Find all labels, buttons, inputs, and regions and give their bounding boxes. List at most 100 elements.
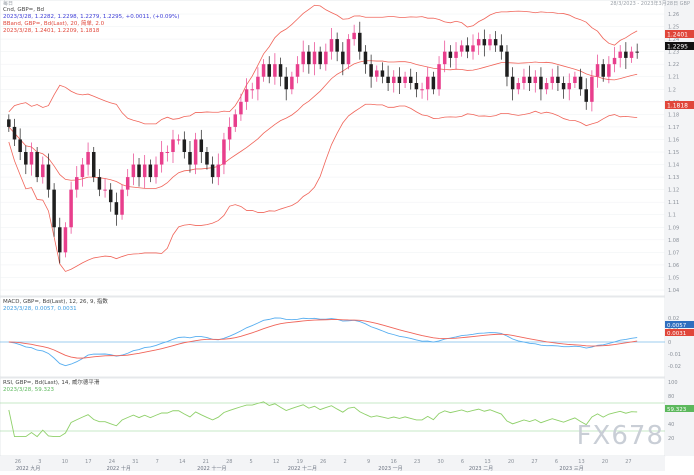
price-tick-label: 1.26	[668, 12, 679, 18]
candle-body	[573, 76, 577, 83]
bollinger-bands	[8, 4, 638, 272]
candle-body	[544, 83, 549, 90]
candle-body	[159, 152, 164, 165]
date-tick-label: 13	[484, 459, 490, 465]
candle-body	[227, 126, 232, 140]
candle-body	[46, 164, 51, 190]
candle-body	[358, 32, 362, 52]
macd-signal-tag-bg	[665, 329, 694, 336]
candle-body	[561, 83, 566, 90]
candle-body	[233, 114, 238, 127]
candle-body	[471, 45, 475, 52]
candle-body	[618, 51, 622, 58]
candle-body	[408, 76, 413, 83]
candle-body	[295, 64, 300, 77]
month-label: 2023 二月	[469, 466, 493, 471]
candle-body	[476, 39, 481, 46]
candle-body	[80, 164, 85, 178]
candle-body	[420, 89, 424, 91]
month-label: 2022 十二月	[288, 465, 317, 471]
date-axis-strip	[0, 456, 665, 471]
macd-values: 2023/3/28, 0.0057, 0.0031	[3, 306, 77, 312]
month-label: 2022 九月	[16, 465, 40, 471]
candle-body	[18, 139, 22, 152]
candle-body	[352, 32, 356, 40]
price-axis-ticks: 1.261.251.241.231.221.211.21.191.181.171…	[668, 12, 679, 294]
middle-band-line	[8, 60, 638, 189]
date-tick-label: 14	[179, 459, 185, 465]
price-tick-label: 1.16	[668, 137, 679, 143]
date-tick-label: 6	[461, 459, 464, 465]
candle-body	[267, 64, 271, 77]
candle-body	[205, 152, 209, 165]
candle-body	[29, 152, 34, 165]
macd-tick-label: -0.02	[668, 364, 681, 370]
candle-body	[7, 119, 11, 127]
price-tick-label: 1.15	[668, 150, 679, 156]
candle-body	[533, 76, 538, 83]
lower-band-tag-bg	[665, 101, 694, 109]
price-tick-label: 1.23	[668, 50, 679, 56]
rsi-line: 10080604020	[0, 380, 678, 442]
candle-body	[601, 64, 605, 77]
candle-body	[516, 83, 521, 90]
price-tick-label: 1.09	[668, 225, 679, 231]
price-tick-label: 1.12	[668, 188, 679, 194]
macd-panel-frame	[0, 296, 666, 378]
date-tick-label: 16	[390, 459, 396, 465]
date-tick-label: 23	[414, 459, 420, 465]
candle-body	[216, 164, 221, 178]
date-tick-label: 3	[38, 459, 41, 465]
candle-body	[595, 64, 600, 77]
candle-body	[171, 139, 175, 152]
candle-body	[341, 51, 345, 65]
candle-body	[369, 64, 373, 77]
candle-body	[41, 164, 45, 178]
candle-body	[103, 189, 107, 191]
price-tick-label: 1.08	[668, 238, 679, 244]
date-tick-label: 10	[62, 459, 68, 465]
lower-band-line	[8, 103, 638, 272]
price-tick-label: 1.06	[668, 263, 679, 269]
candle-body	[284, 76, 288, 90]
candle-body	[550, 76, 555, 83]
candle-body	[567, 83, 571, 90]
macd-signal-tag: 0.0031	[667, 331, 686, 337]
month-label: 2023 三月	[559, 466, 583, 471]
rsi-line	[8, 401, 638, 438]
rsi-tag: 59.323	[667, 407, 687, 413]
top-label: 每日	[3, 1, 14, 7]
candle-body	[624, 51, 628, 58]
lower-band-tag: 1.1818	[667, 103, 688, 110]
candle-body	[125, 177, 130, 190]
candle-body	[363, 51, 368, 65]
candle-body	[114, 202, 119, 215]
candle-body	[301, 51, 305, 65]
rsi-tick-label: 40	[668, 422, 674, 428]
rsi-tick-label: 100	[668, 380, 678, 386]
candle-body	[442, 51, 447, 65]
price-tick-label: 1.14	[668, 163, 679, 169]
candle-body	[69, 189, 73, 228]
candle-body	[556, 76, 560, 83]
candle-body	[182, 139, 187, 152]
candle-body	[154, 164, 158, 178]
candle-body	[392, 76, 396, 83]
date-tick-label: 20	[602, 459, 608, 465]
ohlc-line: 2023/3/28, 1.2282, 1.2298, 1.2279, 1.229…	[3, 14, 179, 20]
candle-body	[375, 70, 379, 77]
date-tick-label: 17	[85, 459, 91, 465]
candle-body	[482, 39, 487, 46]
candle-body	[210, 164, 215, 178]
candle-body	[12, 126, 17, 140]
date-tick-label: 26	[15, 459, 21, 465]
watermark: FX678	[576, 421, 664, 451]
bband-line: BBand, GBP=, Bd(Last), 20, 简单, 2.0	[3, 19, 105, 27]
price-grid	[0, 13, 665, 291]
date-tick-label: 24	[109, 459, 115, 465]
candle-body	[335, 39, 339, 52]
symbol-line: Cnd, GBP=, Bd	[3, 7, 44, 13]
price-tick-label: 1.05	[668, 275, 679, 281]
candle-body	[58, 227, 62, 253]
